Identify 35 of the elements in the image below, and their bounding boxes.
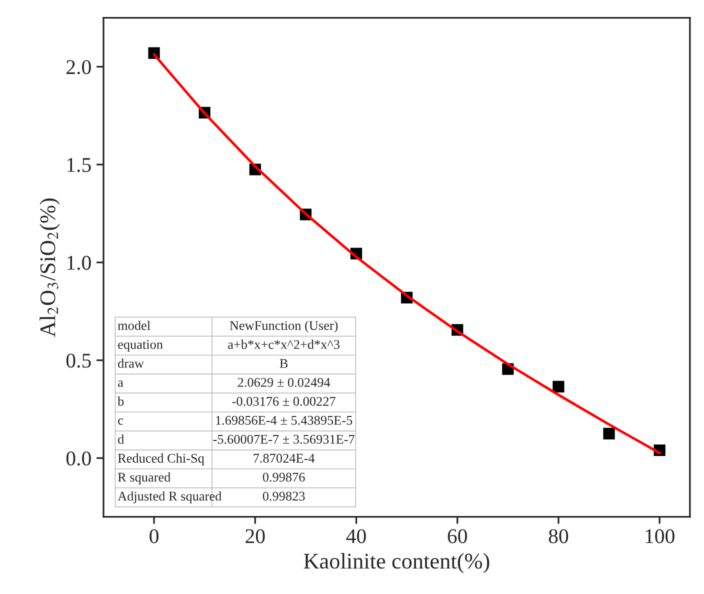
annotation: 1.69856E-4 ± 5.43895E-5 xyxy=(216,416,352,425)
x-tick-label: 80 xyxy=(548,529,568,544)
y-tick-label: 1.5 xyxy=(67,158,91,172)
annotation: draw xyxy=(118,358,144,368)
annotation: Reduced Chi-Sq xyxy=(118,453,204,466)
point xyxy=(603,428,615,440)
annotation: -0.03176 ± 0.00227 xyxy=(232,396,336,406)
y-tick-label: 0.5 xyxy=(66,354,91,368)
x-axis-title: Kaolinite content(%) xyxy=(304,553,490,574)
annotation: 0.99876 xyxy=(262,472,305,482)
annotation: 0.99823 xyxy=(262,492,305,501)
annotation: 2.0629 ± 0.02494 xyxy=(238,378,330,387)
point xyxy=(552,380,564,392)
x-tick-label: 0 xyxy=(150,529,158,544)
y-axis-title: Al$_{2}$O$_{3}$/SiO$_{2}$(%) xyxy=(40,198,60,337)
x-tick-label: 20 xyxy=(246,529,265,544)
annotation: -5.60007E-7 ± 3.56931E-7 xyxy=(213,434,354,444)
annotation: a+b*x+c*x^2+d*x^3 xyxy=(228,340,340,349)
y-tick-label: 2.0 xyxy=(66,60,91,74)
annotation: d xyxy=(118,434,124,444)
annotation: equation xyxy=(118,340,163,352)
annotation: 7.87024E-4 xyxy=(254,454,315,463)
annotation: NewFunction (User) xyxy=(230,320,338,333)
annotation: B xyxy=(280,359,288,368)
annotation: model xyxy=(118,320,150,330)
y-tick-label: 1.0 xyxy=(67,256,91,270)
x-tick-label: 40 xyxy=(346,529,366,544)
x-tick-label: 100 xyxy=(646,529,674,544)
y-tick-label: 0.0 xyxy=(66,451,91,466)
annotation: R squared xyxy=(118,472,171,484)
annotation: a xyxy=(118,380,124,387)
annotation: c xyxy=(118,418,124,425)
x-tick-label: 60 xyxy=(448,529,467,544)
annotation: Adjusted R squared xyxy=(118,491,222,504)
annotation: b xyxy=(118,396,124,406)
